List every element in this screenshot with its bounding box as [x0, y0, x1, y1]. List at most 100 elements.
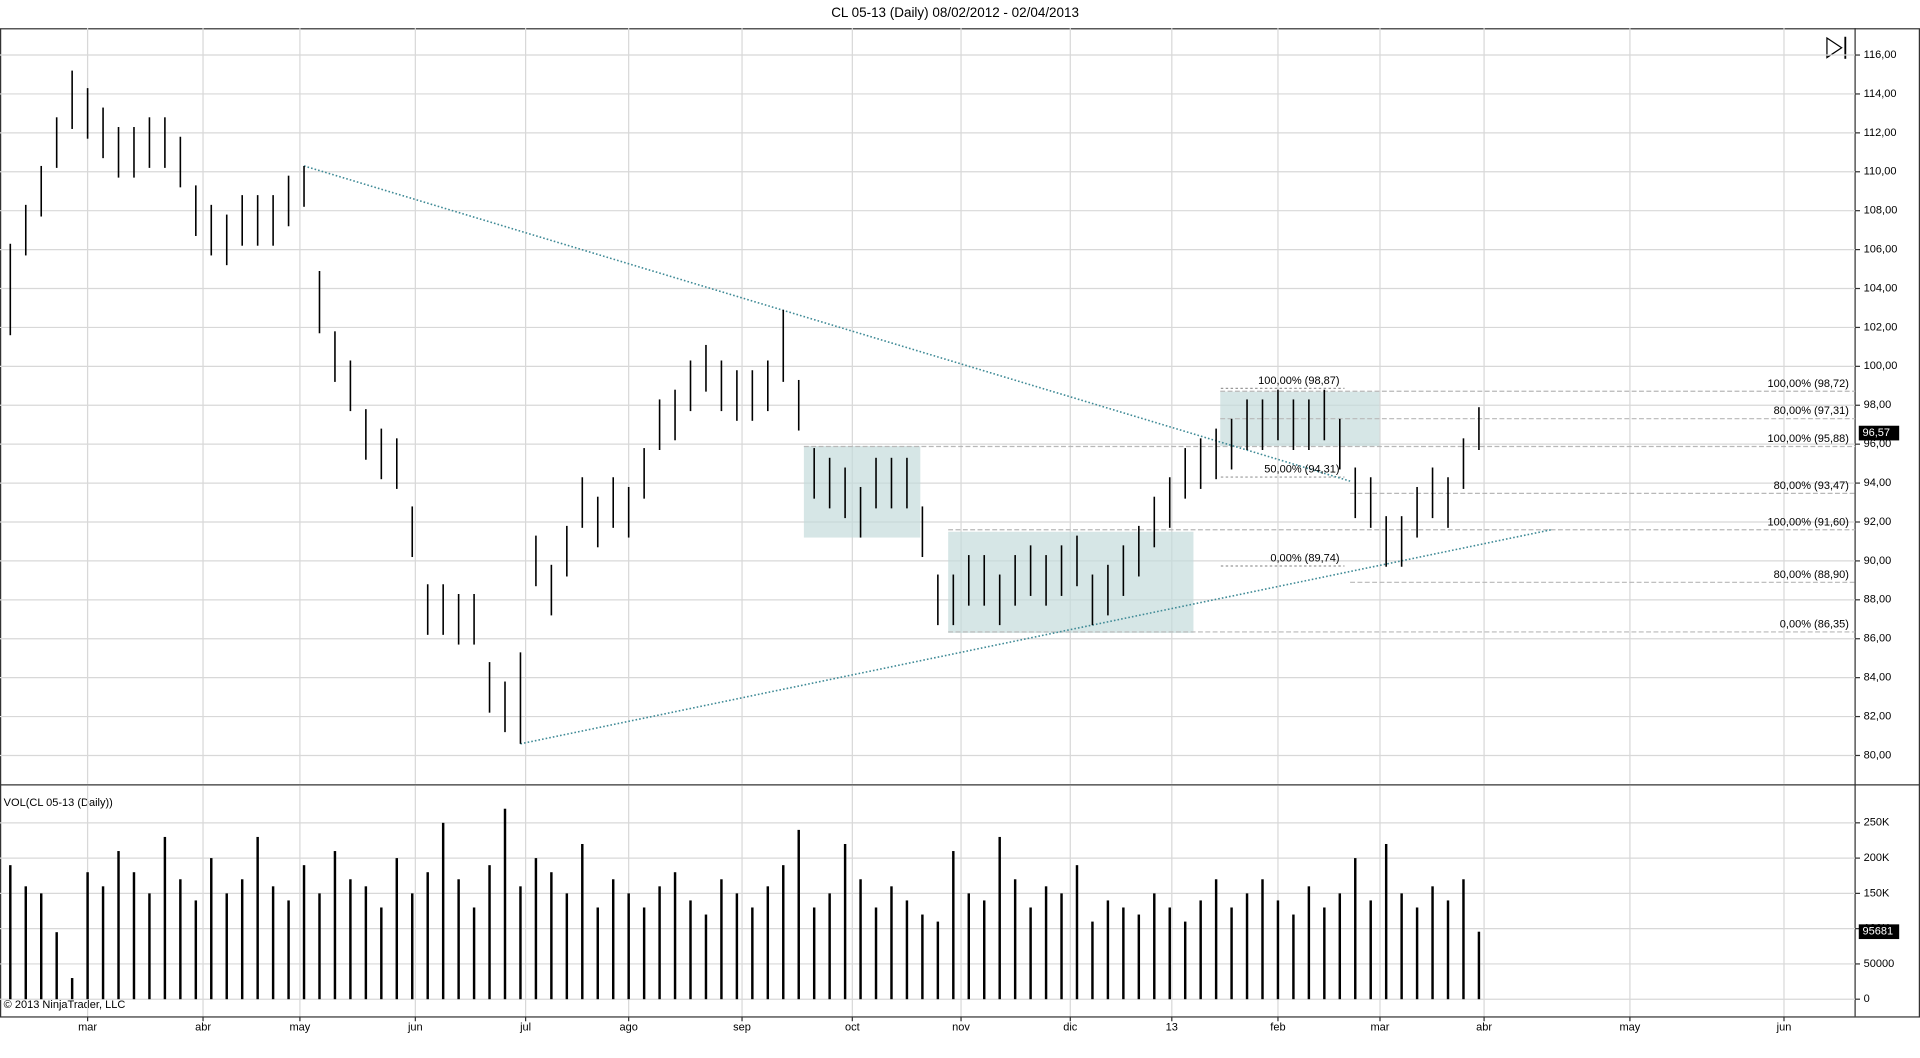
x-tick-label: jun	[1776, 1021, 1792, 1033]
volume-bar	[364, 886, 368, 1000]
volume-bar	[627, 893, 630, 1000]
y-tick-label: 102,00	[1864, 321, 1898, 333]
volume-bar	[1013, 879, 1017, 1000]
volume-bar	[1153, 893, 1156, 1000]
volume-bar	[1183, 921, 1187, 1000]
fib-label: 80,00% (88,90)	[1774, 569, 1849, 581]
y-tick-label: 82,00	[1864, 710, 1892, 722]
y-tick-label: 100,00	[1864, 360, 1898, 372]
volume-bar	[534, 858, 538, 1000]
volume-bar	[936, 921, 940, 1000]
fib-label: 80,00% (97,31)	[1774, 405, 1849, 417]
volume-title: VOL(CL 05-13 (Daily))	[4, 797, 113, 809]
y-tick-label: 108,00	[1864, 205, 1898, 217]
volume-bar	[287, 900, 290, 1000]
fib-left-label: 50,00% (94,31)	[1264, 464, 1339, 476]
volume-bar	[642, 907, 646, 1000]
last-price-tag	[1858, 425, 1900, 441]
volume-bar	[581, 843, 584, 1000]
frame	[0, 28, 1920, 1018]
volume-bar	[472, 907, 476, 1000]
volume-bar	[550, 872, 553, 1000]
y-tick-label: 86,00	[1864, 633, 1892, 645]
volume-bar	[720, 879, 723, 1000]
volume-bar	[1323, 907, 1326, 1000]
y-tick-label: 84,00	[1864, 672, 1892, 684]
volume-bar	[1369, 900, 1372, 1000]
volume-bar	[1384, 843, 1388, 1000]
y-tick-label: 106,00	[1864, 244, 1898, 256]
y-tick-label: 80,00	[1864, 749, 1892, 761]
volume-bar	[210, 858, 213, 1000]
volume-bar	[797, 829, 800, 1000]
volume-bar	[179, 879, 182, 1000]
volume-bar	[240, 879, 244, 1000]
y-tick-label: 98,00	[1864, 399, 1892, 411]
volume-bar	[704, 914, 708, 1000]
volume-bar	[1477, 931, 1481, 1000]
zone	[803, 446, 921, 538]
volume-bar	[905, 900, 909, 1000]
volume-bar	[519, 886, 522, 1000]
volume-bar	[812, 907, 816, 1000]
y-tick-label: 112,00	[1864, 127, 1897, 139]
x-tick-label: mar	[78, 1021, 97, 1033]
volume-bar	[1307, 886, 1311, 1000]
volume-bar	[983, 900, 986, 1000]
y-tick-label: 250K	[1864, 817, 1890, 829]
volume-bar	[426, 872, 429, 1000]
volume-bar	[766, 886, 770, 1000]
x-tick-label: jun	[407, 1021, 423, 1033]
fib-label: 100,00% (98,72)	[1768, 378, 1849, 390]
y-tick-label: 92,00	[1864, 516, 1892, 528]
volume-bar	[1044, 886, 1048, 1000]
volume-bar	[503, 808, 507, 1000]
volume-bar	[349, 879, 352, 1000]
volume-bar	[1214, 879, 1218, 1000]
volume-bar	[117, 851, 120, 1000]
x-tick-label: ago	[619, 1021, 637, 1033]
volume-bar	[1415, 907, 1419, 1000]
volume-bar	[1168, 907, 1171, 1000]
trend-line	[520, 529, 1552, 745]
volume-bar	[271, 886, 275, 1000]
drawings	[303, 165, 1856, 745]
volume-bar	[55, 932, 58, 1000]
x-tick-label: abr	[1476, 1021, 1492, 1033]
copyright: © 2013 NinjaTrader, LLC	[4, 999, 126, 1011]
y-tick-label: 94,00	[1864, 477, 1892, 489]
volume-bar	[921, 914, 924, 1000]
fib-label: 0,00% (86,35)	[1780, 618, 1849, 630]
volume-bar	[302, 865, 306, 1000]
volume-bar	[1261, 879, 1264, 1000]
volume-bar	[658, 886, 661, 1000]
y-tick-label: 116,00	[1864, 49, 1897, 61]
volume-bar	[1075, 865, 1079, 1000]
volume-bar	[843, 843, 847, 1000]
y-tick-label: 150K	[1864, 887, 1890, 899]
volume-bar	[565, 893, 569, 1000]
last-volume-tag	[1858, 924, 1900, 940]
volume-bar	[86, 872, 89, 1000]
volume-bar	[1462, 879, 1465, 1000]
volume-bar	[952, 851, 955, 1000]
volume-bar	[380, 907, 383, 1000]
fib-label: 100,00% (91,60)	[1768, 516, 1849, 528]
volume-bar	[225, 893, 228, 1000]
volume-bar	[256, 836, 259, 1000]
volume-bar	[1354, 858, 1357, 1000]
volume-bar	[1446, 900, 1450, 1000]
volume-bar	[1292, 914, 1295, 1000]
volume-bar	[1122, 907, 1125, 1000]
x-tick-label: 13	[1166, 1021, 1178, 1033]
x-tick-label: feb	[1270, 1021, 1285, 1033]
volume-bar	[194, 900, 198, 1000]
x-tick-label: sep	[733, 1021, 751, 1033]
x-tick-label: may	[1620, 1021, 1641, 1033]
volume-bar	[163, 836, 167, 1000]
volume-bar	[70, 978, 74, 1000]
volume-bar	[1091, 921, 1094, 1000]
fib-left-label: 0,00% (89,74)	[1270, 553, 1339, 565]
